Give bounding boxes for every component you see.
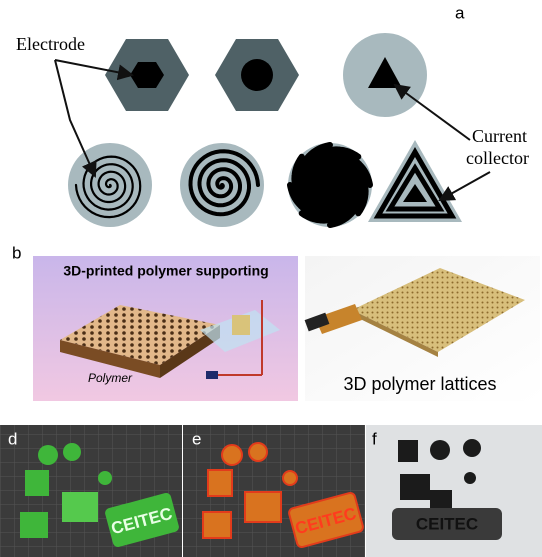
spiral-electrode <box>315 161 364 228</box>
part <box>392 508 502 540</box>
part <box>430 440 450 460</box>
spiral-electrode <box>306 151 373 200</box>
clip <box>304 312 330 332</box>
arrow <box>438 171 491 201</box>
part <box>98 471 112 485</box>
collector-label: Current <box>472 126 527 146</box>
lattice-side <box>60 340 160 378</box>
arrow <box>54 59 97 178</box>
part <box>105 493 179 547</box>
polymer-label: Polymer <box>88 371 133 385</box>
printed-parts <box>392 439 502 540</box>
part <box>62 492 98 522</box>
spiral-electrode <box>310 156 369 217</box>
part <box>207 469 233 497</box>
spiral-electrode <box>298 165 359 224</box>
part <box>463 439 481 457</box>
part <box>400 474 430 500</box>
part <box>282 470 298 486</box>
triangle-electrode <box>368 57 402 88</box>
collector-label: collector <box>466 148 529 168</box>
printed-parts <box>202 442 364 548</box>
panel-b-title: 3D-printed polymer supporting <box>63 263 268 279</box>
spiral-electrode <box>287 170 354 219</box>
part <box>248 442 268 462</box>
print-text: CEITEC <box>416 514 478 533</box>
part <box>20 512 48 538</box>
part <box>464 472 476 484</box>
part <box>63 443 81 461</box>
electrode-label: Electrode <box>16 34 85 54</box>
triangle-electrode <box>373 147 457 219</box>
part <box>288 492 364 548</box>
panel-label: e <box>192 429 201 448</box>
tab <box>315 304 362 334</box>
lattice-side <box>160 325 220 378</box>
part <box>38 445 58 465</box>
spiral-electrode <box>296 142 345 209</box>
electrode-insert <box>232 315 250 335</box>
spiral-electrode <box>291 153 350 214</box>
lattice-edge <box>352 310 438 357</box>
arrow <box>393 83 471 141</box>
panel-label: a <box>455 3 465 22</box>
spiral-electrode <box>188 149 260 217</box>
part <box>430 490 452 508</box>
hexagon-electrode <box>130 62 164 88</box>
triangle-collector <box>368 140 462 222</box>
triangle-electrode <box>385 163 445 212</box>
part <box>221 444 243 466</box>
panel-label: b <box>12 243 21 262</box>
circle-electrode <box>241 59 273 91</box>
panel-c-caption: 3D polymer lattices <box>343 374 496 394</box>
spiral-electrode <box>301 146 362 205</box>
spiral-electrode <box>74 155 142 219</box>
part <box>244 491 282 523</box>
panel-label: f <box>372 429 377 448</box>
triangle-electrode <box>403 184 427 202</box>
part <box>25 470 49 496</box>
lattice-sheet <box>352 268 525 352</box>
printed-parts <box>20 443 179 547</box>
spirals <box>74 142 373 228</box>
panel-label: d <box>8 429 17 448</box>
part <box>398 440 418 462</box>
part <box>202 511 232 539</box>
connector <box>206 371 218 379</box>
arrow <box>54 59 134 81</box>
